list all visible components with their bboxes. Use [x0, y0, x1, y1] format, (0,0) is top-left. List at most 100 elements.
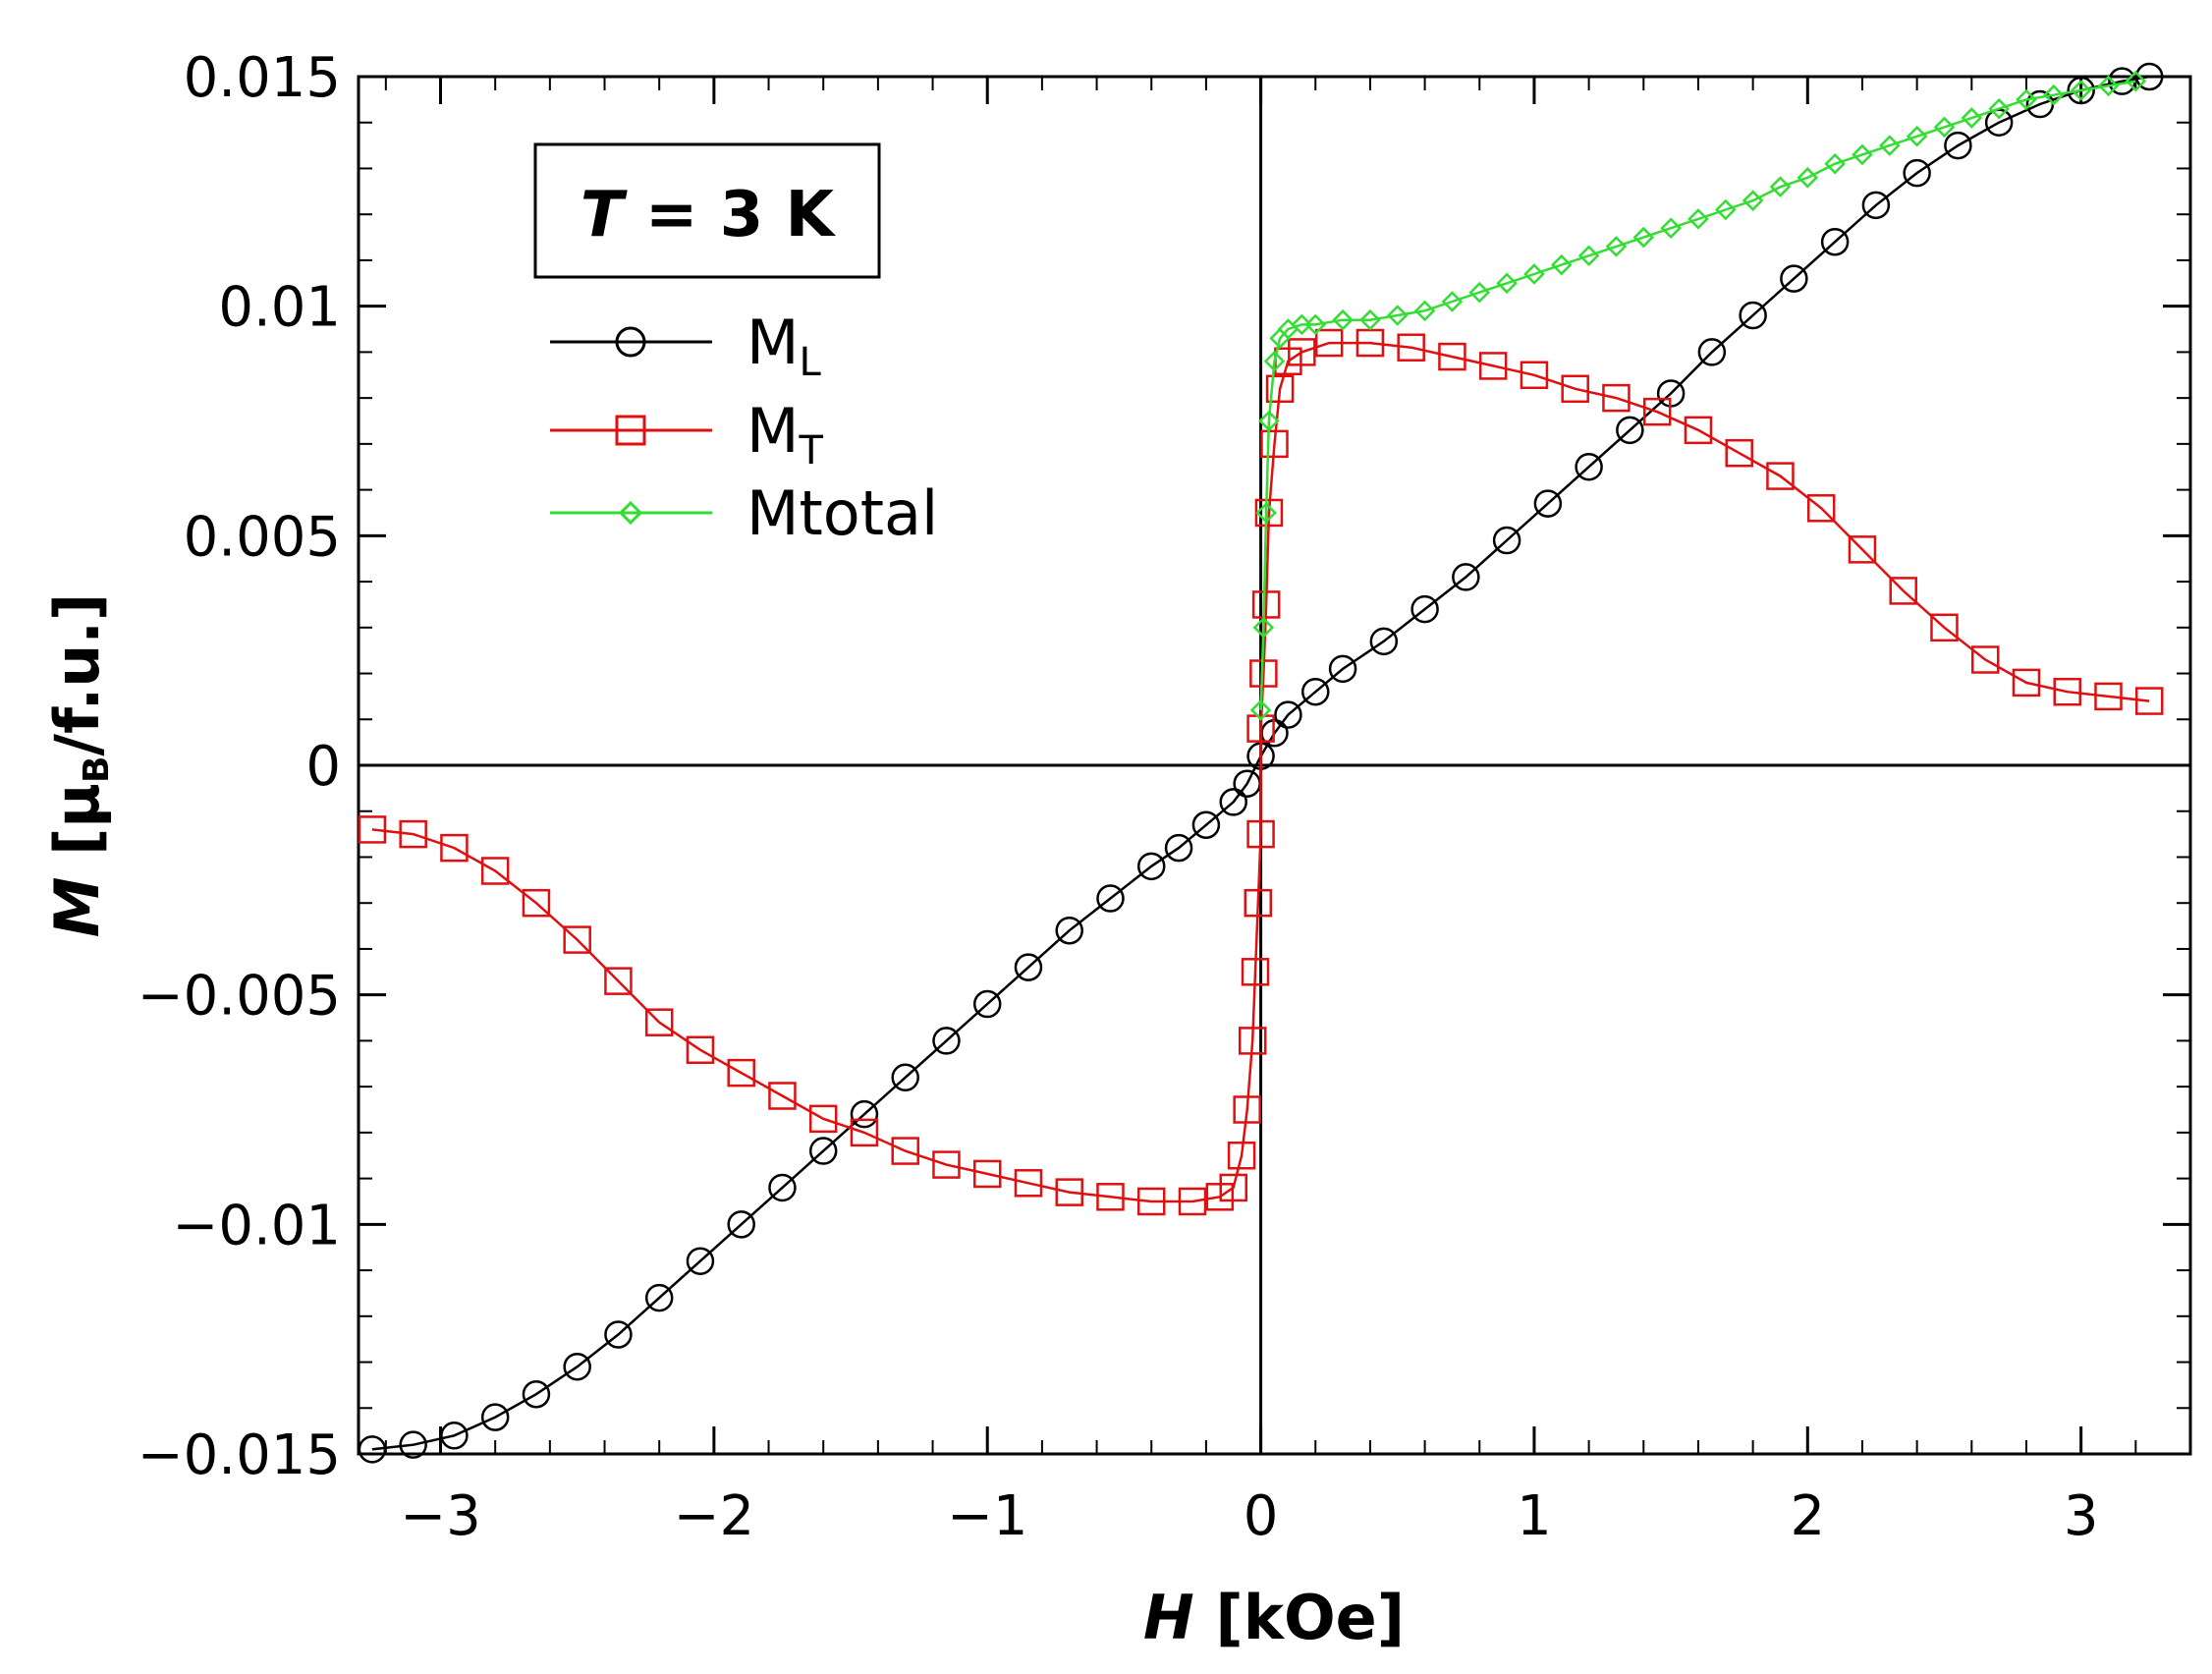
- data-point: [1780, 264, 1808, 293]
- y-tick-label: −0.005: [138, 965, 341, 1029]
- legend: ML MT Mtotal: [550, 307, 938, 549]
- data-point: [1889, 577, 1917, 605]
- data-point: [399, 819, 427, 849]
- data-point: [480, 1403, 510, 1431]
- data-point: [522, 1379, 551, 1409]
- data-point: [2097, 75, 2120, 97]
- data-point: [1233, 1095, 1261, 1124]
- data-point: [1575, 452, 1603, 481]
- x-tick-label: −1: [947, 1484, 1028, 1548]
- data-point: [850, 1099, 879, 1129]
- data-point: [1265, 374, 1295, 404]
- data-point: [644, 1008, 674, 1036]
- data-point: [1742, 190, 1764, 211]
- data-point: [808, 1137, 838, 1165]
- y-axis-title-open: [μ: [41, 783, 113, 877]
- data-point: [644, 1283, 674, 1312]
- data-point: [1014, 953, 1043, 981]
- data-point: [1852, 143, 1873, 166]
- x-tick-label: −3: [400, 1484, 481, 1548]
- data-point: [2016, 88, 2037, 111]
- data-point: [1252, 617, 1275, 639]
- data-point: [1438, 342, 1466, 371]
- data-point: [1961, 107, 1983, 129]
- data-point: [1468, 281, 1491, 304]
- series-line: [371, 341, 2150, 1203]
- data-point: [2067, 76, 2095, 105]
- data-point: [1369, 627, 1399, 656]
- data-point: [1725, 438, 1753, 468]
- data-point: [1492, 526, 1521, 555]
- data-point: [1055, 1178, 1083, 1206]
- data-point: [1191, 810, 1221, 840]
- data-point: [891, 1137, 919, 1165]
- x-axis-title-unit: [kOe]: [1194, 1582, 1405, 1653]
- legend-ml-sub: L: [800, 340, 822, 385]
- data-point: [1577, 245, 1600, 267]
- data-point: [727, 1058, 755, 1088]
- data-point: [1136, 1187, 1166, 1216]
- data-point: [686, 1247, 715, 1275]
- data-point: [1260, 429, 1289, 459]
- legend-marker-mtotal: [618, 500, 643, 526]
- data-point: [1988, 97, 2010, 120]
- legend-label-mtotal: Mtotal: [747, 477, 938, 549]
- data-point: [1328, 654, 1357, 684]
- legend-label-mt: MT: [747, 395, 824, 474]
- data-point: [1452, 563, 1480, 591]
- data-point: [2094, 682, 2123, 711]
- data-point: [1291, 313, 1313, 336]
- data-point: [1178, 1187, 1207, 1216]
- data-point: [1561, 374, 1589, 404]
- legend-label-ml: ML: [747, 307, 822, 385]
- data-point: [358, 815, 387, 844]
- x-tick-label: −2: [674, 1484, 755, 1548]
- zero-lines: [359, 77, 2190, 1454]
- data-point: [358, 1435, 387, 1464]
- data-point: [686, 1035, 715, 1064]
- data-point: [1848, 535, 1877, 564]
- data-point: [1096, 884, 1125, 913]
- data-point: [1715, 198, 1737, 221]
- data-point: [1496, 272, 1518, 295]
- data-point: [1739, 301, 1767, 330]
- data-point: [1136, 852, 1166, 881]
- data-point: [1533, 489, 1563, 518]
- data-point: [1806, 494, 1836, 523]
- data-point: [1055, 916, 1083, 945]
- data-point: [2125, 70, 2147, 92]
- data-point: [1944, 131, 1972, 160]
- series-m-t: [358, 328, 2164, 1216]
- legend-mt-main: M: [747, 395, 800, 467]
- data-point: [440, 1422, 469, 1450]
- y-tick-label: 0.01: [218, 276, 341, 340]
- y-axis-title-sub: B: [77, 756, 117, 783]
- data-point: [1397, 333, 1425, 362]
- data-point: [2070, 80, 2092, 101]
- data-point: [1164, 833, 1193, 863]
- x-axis-title-var: H: [1143, 1582, 1194, 1653]
- temperature-annotation: T = 3 K: [533, 142, 881, 279]
- x-axis-title: H [kOe]: [1143, 1582, 1405, 1653]
- data-point: [1602, 383, 1631, 413]
- data-point: [1255, 502, 1277, 524]
- legend-marker-ml: [615, 326, 646, 358]
- data-point: [1520, 361, 1549, 390]
- data-point: [563, 1352, 591, 1381]
- data-point: [604, 967, 633, 995]
- data-point: [1332, 308, 1354, 331]
- data-point: [1246, 819, 1275, 849]
- y-tick-label: 0.015: [184, 46, 341, 110]
- x-tick-label: 3: [2064, 1484, 2099, 1548]
- y-tick-label: 0: [305, 735, 341, 799]
- annotation-rest: = 3 K: [624, 179, 837, 251]
- annotation-box: [533, 142, 881, 279]
- data-point: [727, 1210, 755, 1239]
- data-point: [1301, 677, 1330, 706]
- data-point: [1014, 1169, 1043, 1198]
- data-point: [440, 833, 469, 863]
- x-tick-label: 0: [1244, 1484, 1279, 1548]
- data-point: [2012, 668, 2041, 698]
- annotation-italic: T: [581, 179, 628, 251]
